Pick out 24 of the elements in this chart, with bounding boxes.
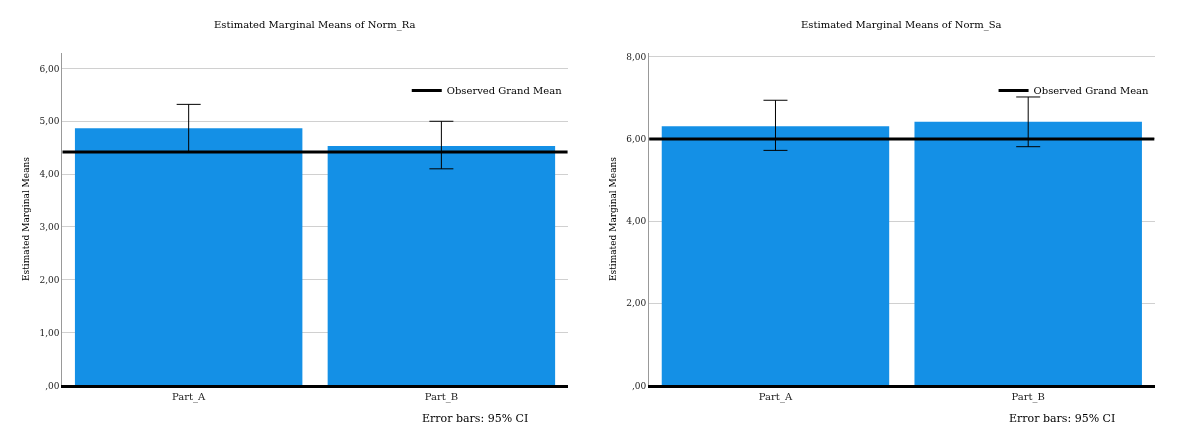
y-tick-label: 6,00: [39, 63, 60, 74]
text: Error bars: 95% CI: [1009, 412, 1116, 425]
y-axis-title: Estimated Marginal Means: [607, 156, 618, 281]
y-tick-label: 3,00: [39, 222, 60, 233]
chart-title: Estimated Marginal Means of Norm_Ra: [214, 19, 416, 31]
x-tick-label: Part_A: [758, 391, 793, 404]
x-tick-label: Part_B: [424, 391, 459, 404]
y-tick-label: 4,00: [626, 216, 647, 227]
y-tick-label: 5,00: [39, 116, 60, 127]
x-tick-label: Part_A: [172, 391, 207, 404]
text: Error bars: 95% CI: [422, 412, 529, 425]
y-tick-label: 2,00: [626, 298, 647, 309]
y-tick-label: ,00: [631, 380, 647, 391]
legend-label: Observed Grand Mean: [1033, 85, 1150, 97]
y-tick-label: 6,00: [626, 134, 647, 145]
y-tick-label: ,00: [45, 380, 60, 391]
y-tick-label: 8,00: [626, 51, 647, 62]
y-tick-label: 2,00: [39, 274, 60, 285]
y-tick-label: 4,00: [39, 169, 60, 180]
x-tick-label: Part_B: [1011, 391, 1045, 404]
chart-title: Estimated Marginal Means of Norm_Sa: [801, 19, 1002, 31]
legend-label: Observed Grand Mean: [446, 85, 563, 97]
y-tick-label: 1,00: [39, 327, 60, 338]
y-axis-title: Estimated Marginal Means: [20, 156, 31, 281]
